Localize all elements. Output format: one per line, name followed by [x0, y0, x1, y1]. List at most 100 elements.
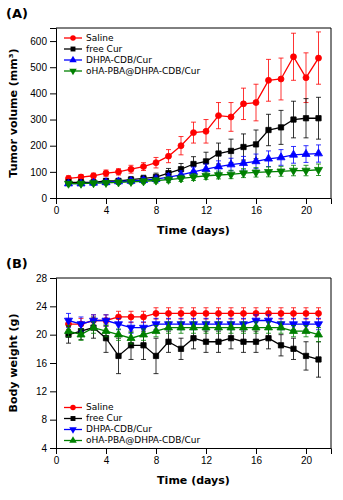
data-point [64, 326, 72, 333]
x-axis-line [57, 449, 332, 455]
x-tick-mark [256, 198, 257, 204]
error-bar [216, 331, 221, 352]
data-point [191, 336, 196, 341]
data-point [277, 169, 285, 176]
data-point [178, 310, 184, 316]
error-bar [241, 308, 246, 319]
x-tick-label: 4 [104, 455, 110, 466]
data-point [227, 160, 235, 167]
y-tick-mark [50, 146, 56, 147]
x-tick: 20 [301, 198, 313, 216]
x-tick-mark [106, 198, 107, 204]
data-point [178, 346, 183, 351]
data-point [302, 149, 310, 156]
error-bar [216, 103, 221, 129]
legend-item: Saline [64, 33, 114, 43]
x-tick-mark [306, 198, 307, 204]
x-tick-mark [306, 448, 307, 454]
panel-title: (A) [6, 6, 28, 21]
x-tick-mark [156, 448, 157, 454]
plot-area: 0481216200100200300400500600Salinefree C… [30, 28, 331, 216]
data-point [227, 323, 235, 330]
x-tick-label: 8 [154, 205, 160, 216]
data-point [291, 310, 297, 316]
data-point [153, 310, 159, 316]
error-bar [316, 342, 321, 377]
error-bar [291, 308, 296, 319]
data-point [291, 54, 297, 60]
x-tick-mark [206, 198, 207, 204]
data-point [202, 323, 210, 330]
y-axis-line [50, 29, 57, 199]
x-tick-label: 12 [201, 455, 213, 466]
data-point [153, 160, 159, 166]
error-bar [129, 311, 134, 322]
legend-label: Saline [86, 33, 114, 43]
x-tick: 8 [154, 448, 160, 466]
data-point [202, 165, 210, 172]
y-tick-label: 400 [30, 88, 47, 99]
data-point [303, 353, 308, 358]
error-bar [204, 308, 209, 319]
legend-label: DHPA-CDB/Cur [86, 424, 152, 434]
series [66, 32, 322, 181]
legend-item: free Cur [64, 413, 123, 423]
data-point [266, 77, 272, 83]
data-point [314, 330, 322, 337]
series-line [69, 57, 319, 179]
x-tick-label: 16 [251, 455, 263, 466]
y-tick: 16 [36, 358, 56, 369]
series [66, 97, 321, 185]
data-point [214, 323, 222, 330]
legend-label: oHA-PBA@DHPA-CDB/Cur [86, 435, 200, 445]
plot-area: 048121620481216202428Salinefree CurDHPA-… [36, 273, 332, 466]
data-point [277, 153, 285, 160]
data-point [239, 159, 247, 166]
x-tick: 20 [301, 448, 313, 466]
data-point [77, 322, 85, 329]
x-axis: 048121620 [54, 448, 332, 466]
data-point [102, 181, 110, 188]
panel: (A)0481216200100200300400500600Salinefre… [6, 6, 332, 237]
y-tick-label: 500 [30, 62, 47, 73]
error-bar [279, 110, 284, 144]
data-point [241, 339, 246, 344]
data-point [316, 55, 322, 61]
x-tick: 4 [104, 198, 110, 216]
data-point [252, 323, 260, 330]
y-tick: 8 [41, 414, 56, 425]
y-tick-label: 600 [30, 36, 47, 47]
legend-marker [71, 416, 76, 421]
legend-item: DHPA-CDB/Cur [64, 424, 152, 434]
y-tick-mark [50, 93, 56, 94]
data-point [291, 346, 296, 351]
data-point [289, 168, 297, 175]
legend-label: free Cur [86, 413, 123, 423]
figure: (A)0481216200100200300400500600Salinefre… [0, 0, 343, 500]
legend-item: oHA-PBA@DHPA-CDB/Cur [64, 66, 200, 76]
error-bar [279, 335, 284, 356]
panel-title: (B) [6, 256, 28, 271]
y-tick: 12 [36, 386, 56, 397]
legend-marker [71, 47, 76, 52]
x-axis-title: Time (days) [157, 474, 230, 487]
error-bar [291, 33, 296, 80]
x-axis-title: Time (days) [157, 224, 230, 237]
data-point [316, 116, 321, 121]
data-point [102, 318, 110, 325]
error-bar [254, 84, 259, 121]
error-bar [104, 170, 109, 176]
legend-marker [69, 69, 76, 75]
data-point [141, 314, 147, 320]
data-point [178, 143, 184, 149]
y-tick-mark [50, 306, 56, 307]
data-point [239, 323, 247, 330]
y-tick: 600 [30, 36, 56, 47]
data-point [228, 336, 233, 341]
error-bar [266, 59, 271, 101]
data-point [166, 310, 172, 316]
error-bar [291, 338, 296, 359]
data-point [302, 168, 310, 175]
data-point [278, 310, 284, 316]
y-axis: 481216202428 [36, 273, 57, 454]
